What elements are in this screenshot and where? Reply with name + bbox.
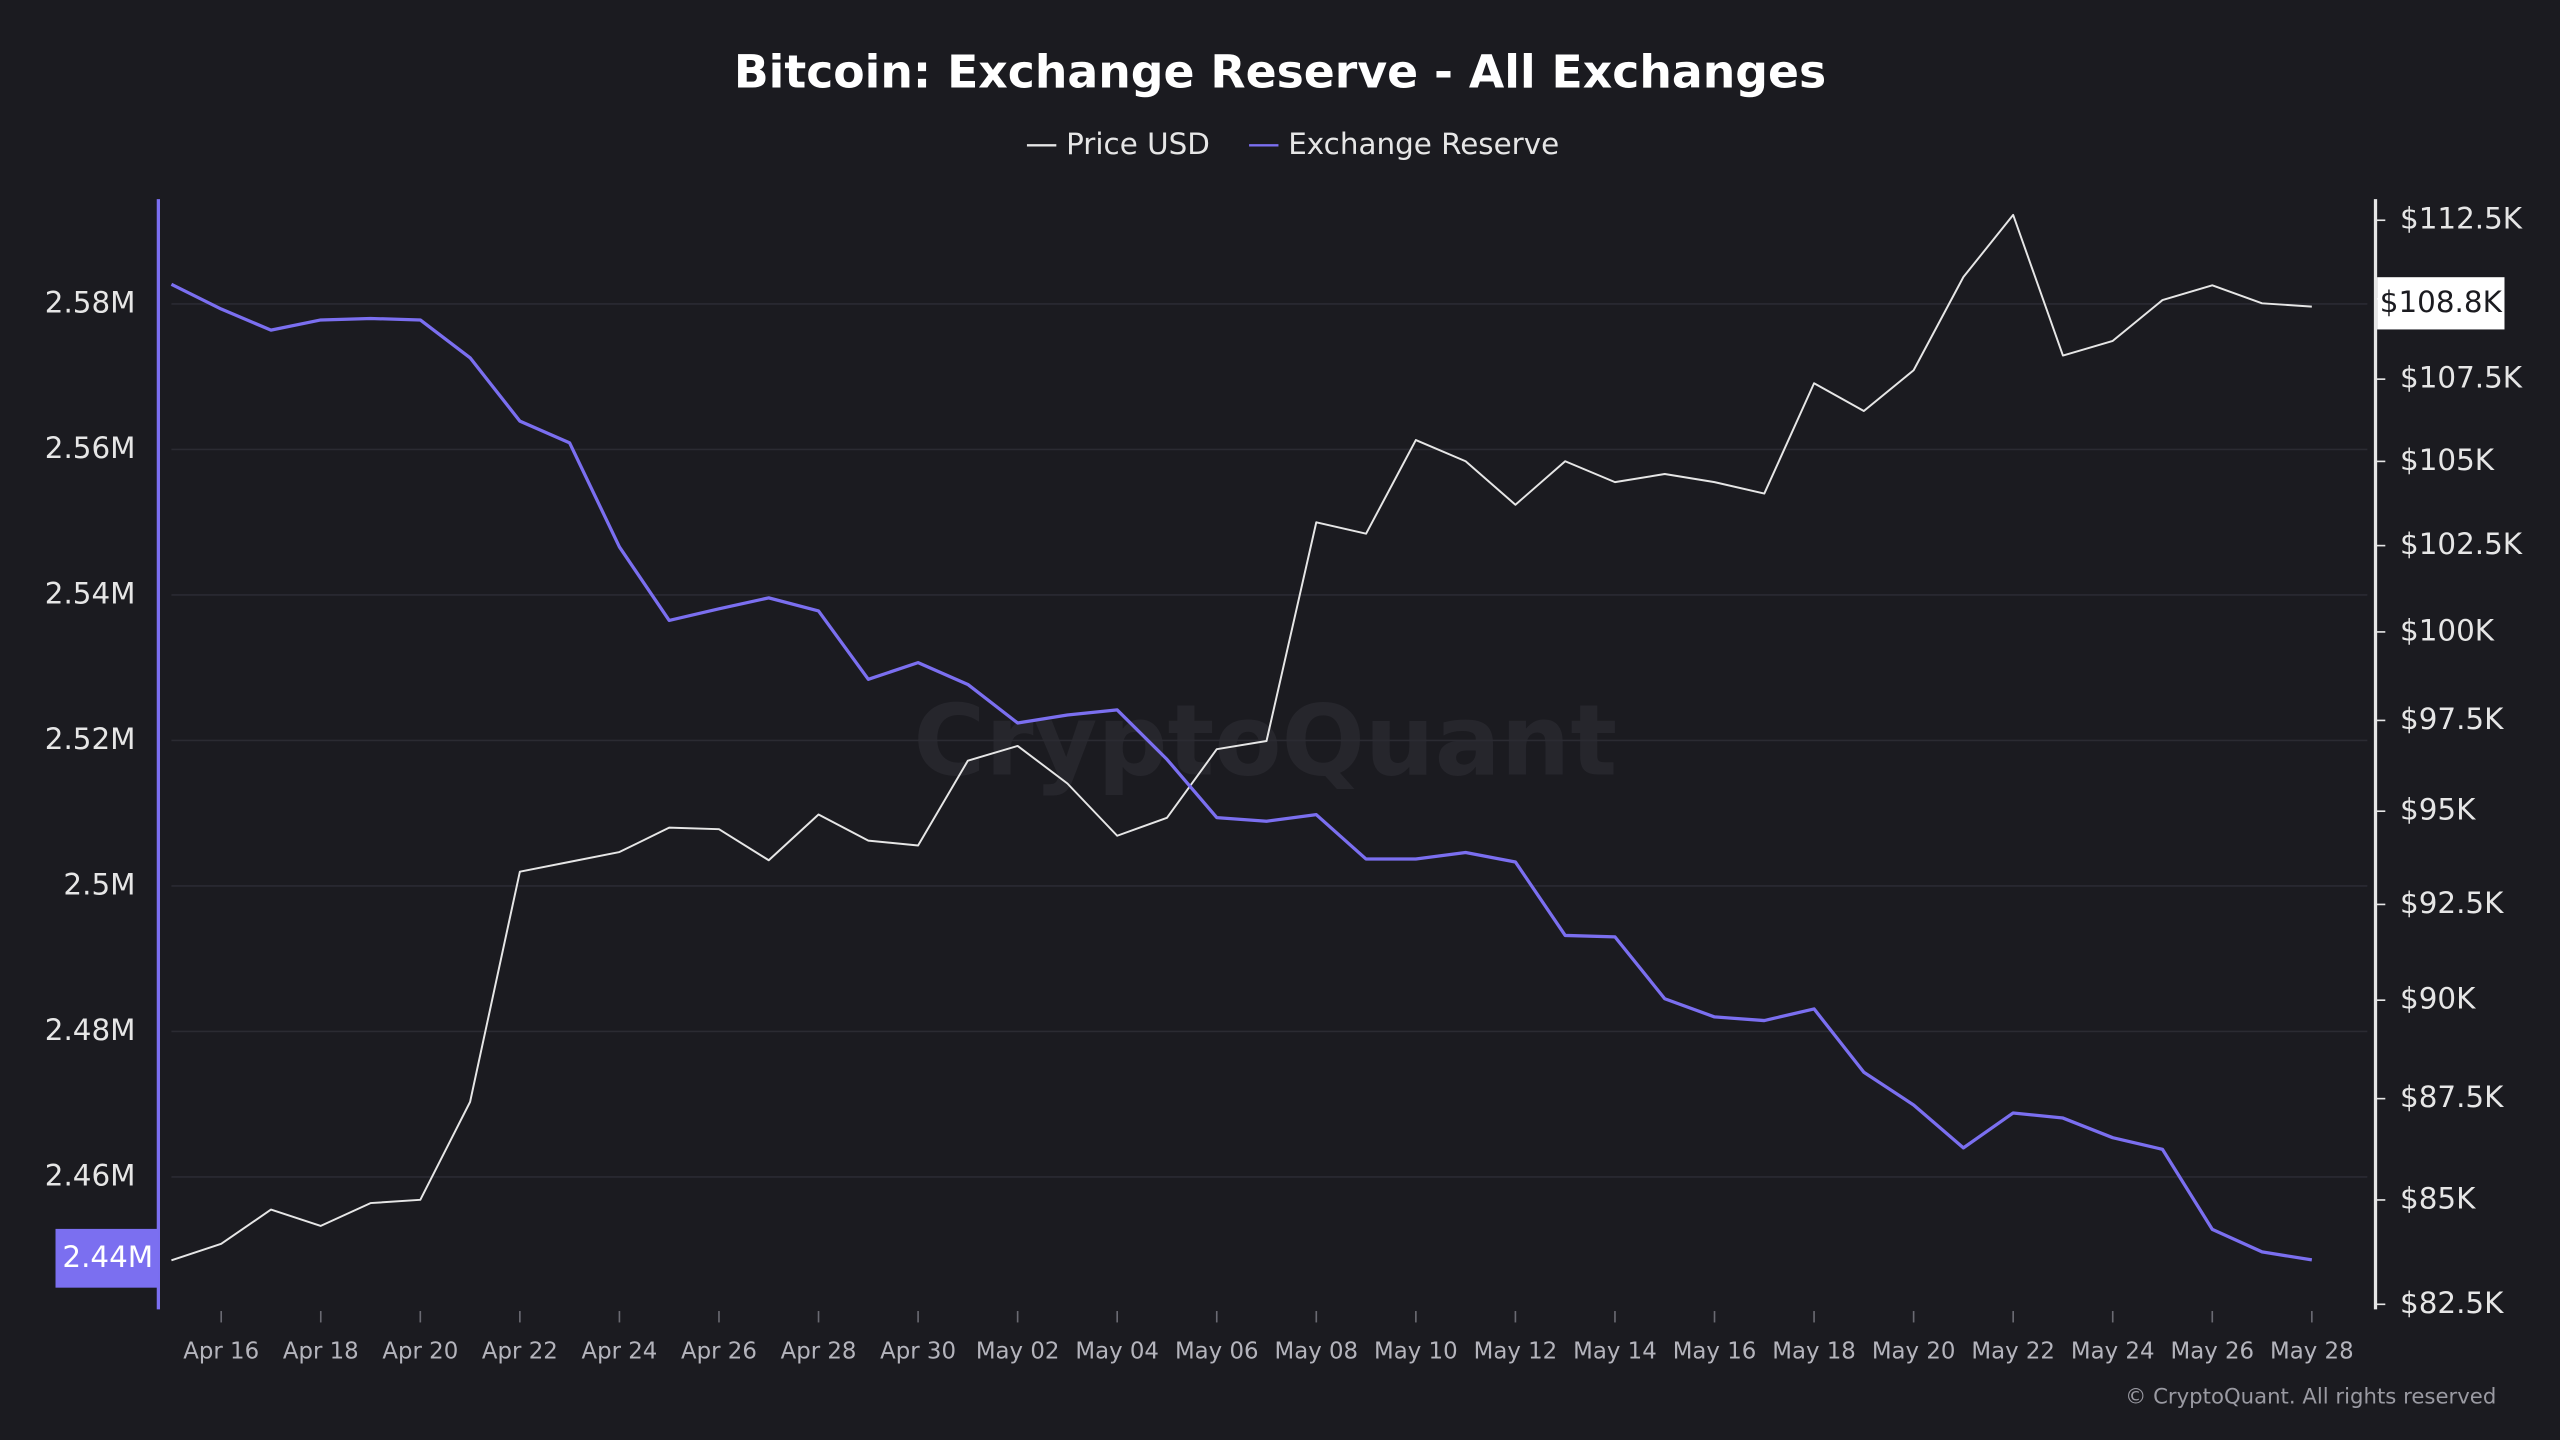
y2-tick-label: $87.5K	[2400, 1080, 2504, 1114]
x-tick-label: Apr 26	[681, 1338, 757, 1364]
x-tick-label: Apr 22	[482, 1338, 558, 1364]
x-tick-label: May 20	[1872, 1338, 1956, 1364]
y-tick-label: 2.56M	[45, 431, 136, 465]
x-tick-label: May 02	[976, 1338, 1060, 1364]
x-tick-label: May 28	[2270, 1338, 2354, 1364]
x-tick-label: Apr 20	[382, 1338, 458, 1364]
footnote: © CryptoQuant. All rights reserved	[2125, 1385, 2496, 1410]
x-tick-label: May 16	[1673, 1338, 1757, 1364]
x-tick-label: May 22	[1971, 1338, 2055, 1364]
last-value-label: 2.44M	[62, 1240, 153, 1274]
y2-tick-label: $90K	[2400, 982, 2476, 1016]
y2-tick-label: $82.5K	[2400, 1286, 2504, 1320]
y-tick-label: 2.46M	[45, 1158, 136, 1192]
x-tick-label: May 06	[1175, 1338, 1259, 1364]
y-tick-label: 2.52M	[45, 722, 136, 756]
y-tick-label: 2.48M	[45, 1013, 136, 1047]
x-tick-label: May 24	[2071, 1338, 2155, 1364]
y2-tick-label: $107.5K	[2400, 361, 2523, 395]
y2-tick-label: $102.5K	[2400, 527, 2523, 561]
x-tick-label: May 04	[1075, 1338, 1159, 1364]
y-tick-label: 2.58M	[45, 285, 136, 319]
last-value-box	[55, 1228, 159, 1288]
x-tick-label: Apr 24	[581, 1338, 657, 1364]
x-tick-label: May 10	[1374, 1338, 1458, 1364]
chart-title: Bitcoin: Exchange Reserve - All Exchange…	[734, 46, 1826, 99]
x-tick-label: May 26	[2171, 1338, 2255, 1364]
x-tick-label: May 14	[1573, 1338, 1657, 1364]
y2-tick-label: $100K	[2400, 613, 2495, 647]
y2-tick-label: $105K	[2400, 443, 2495, 477]
x-tick-label: May 18	[1772, 1338, 1856, 1364]
y-tick-label: 2.5M	[63, 867, 135, 901]
y2-tick-label: $112.5K	[2400, 202, 2523, 236]
legend-label: Price USD	[1066, 127, 1210, 161]
last-value-box	[2377, 277, 2505, 330]
x-tick-label: Apr 18	[283, 1338, 359, 1364]
legend-label: Exchange Reserve	[1288, 127, 1559, 161]
y2-tick-label: $97.5K	[2400, 702, 2504, 736]
x-tick-label: May 12	[1474, 1338, 1558, 1364]
x-tick-label: Apr 30	[880, 1338, 956, 1364]
y2-tick-label: $95K	[2400, 793, 2476, 827]
y2-tick-label: $85K	[2400, 1181, 2476, 1215]
last-value-label: $108.8K	[2380, 285, 2503, 319]
x-tick-label: Apr 16	[183, 1338, 259, 1364]
y2-tick-label: $92.5K	[2400, 886, 2504, 920]
series-line	[170, 282, 2313, 1262]
series-line	[171, 213, 2312, 1262]
x-tick-label: Apr 28	[781, 1338, 857, 1364]
x-tick-label: May 08	[1275, 1338, 1359, 1364]
y-tick-label: 2.54M	[45, 576, 136, 610]
